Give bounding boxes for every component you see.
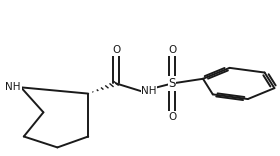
Text: NH: NH [141,86,157,96]
Text: O: O [168,45,176,55]
Text: NH: NH [6,82,21,92]
Text: O: O [168,112,176,122]
Text: O: O [112,45,120,55]
Text: S: S [169,77,176,90]
